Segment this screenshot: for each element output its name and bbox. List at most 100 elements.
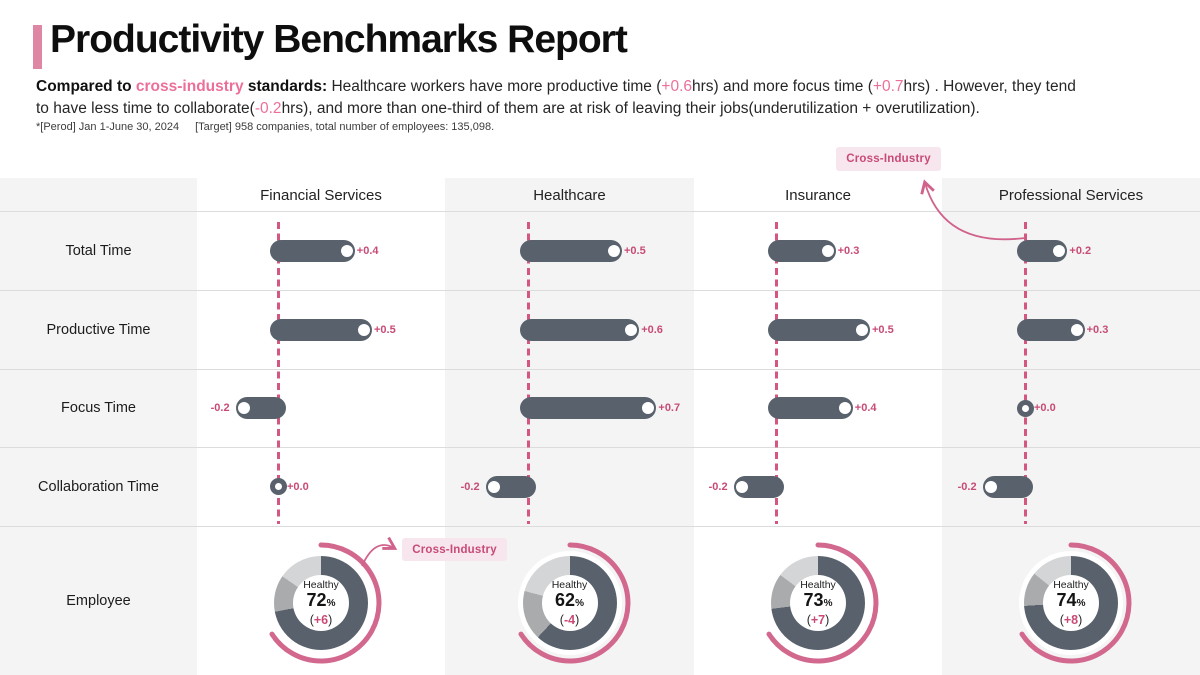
benchmark-value-label: +0.6 — [641, 323, 663, 336]
benchmark-pill — [485, 475, 536, 498]
donut-pct-unit: % — [823, 598, 833, 609]
benchmark-pill — [768, 318, 870, 341]
donut-pct-value: 74 — [1056, 590, 1077, 610]
subtitle-segment: hrs) . However, they tend — [903, 78, 1076, 95]
cross-industry-baseline-dash — [1023, 222, 1027, 524]
donut-diff-paren-open: ( — [559, 613, 564, 627]
footnote-target: [Target] 958 companies, total number of … — [195, 121, 495, 133]
benchmark-pill — [520, 318, 640, 341]
metric-row-label: Focus Time — [61, 400, 136, 416]
donut-healthy-label: Healthy — [303, 579, 339, 591]
row-label-column-band — [0, 178, 197, 675]
donut-diff-paren-open: ( — [309, 613, 314, 627]
benchmark-dot — [838, 402, 851, 414]
benchmark-dot — [984, 480, 997, 493]
donut-pct: 62% — [555, 591, 584, 613]
benchmark-pill — [768, 239, 836, 262]
donut-diff-paren-open: ( — [1059, 613, 1064, 627]
row-divider — [0, 447, 1200, 448]
donut-healthy-label: Healthy — [1053, 579, 1089, 591]
row-divider — [0, 290, 1200, 291]
benchmark-value-label: +0.0 — [1034, 402, 1056, 414]
subtitle-segment: hrs) and more focus time ( — [692, 78, 873, 95]
benchmark-value-label: +0.5 — [374, 323, 396, 336]
benchmark-pill — [982, 475, 1033, 498]
donut-healthy-label: Healthy — [551, 579, 588, 591]
donut-diff-paren-close: ) — [575, 613, 580, 627]
donut-pct-unit: % — [326, 598, 336, 609]
footnote-period: *[Perod] Jan 1-June 30, 2024 — [36, 121, 180, 133]
donut-center: Healthy 62% (-4) — [541, 575, 598, 631]
donut-diff-value: +6 — [313, 613, 329, 627]
donut-pct-value: 73 — [803, 590, 824, 610]
donut-benchmark-arc — [518, 542, 630, 664]
zero-benchmark-ring — [1016, 399, 1034, 417]
cross-industry-label-donut: Cross-Industry — [402, 538, 507, 561]
donut-benchmark-arc — [269, 542, 382, 664]
donut-center: Healthy 74% (+8) — [1043, 575, 1099, 631]
donut-center: Healthy 73% (+7) — [790, 575, 846, 631]
benchmark-dot — [487, 480, 500, 493]
benchmark-pill — [733, 475, 784, 498]
benchmark-pill — [270, 239, 355, 262]
subtitle-segment: +0.7 — [872, 78, 904, 95]
cross-industry-label-top: Cross-Industry — [836, 147, 941, 171]
donut-healthy-label: Healthy — [800, 579, 836, 591]
benchmark-value-label: +0.2 — [1069, 244, 1092, 257]
benchmark-value-label: +0.0 — [287, 480, 309, 493]
donut-diff: (-4) — [560, 613, 579, 627]
donut-pct-unit: % — [1076, 598, 1086, 609]
subtitle-segment: Healthcare workers have more productive … — [327, 78, 662, 95]
metric-row-label: Total Time — [65, 242, 132, 259]
employee-donut: Healthy 74% (+8) — [1009, 541, 1133, 665]
column-header: Healthcare — [533, 187, 606, 204]
cross-industry-baseline-dash — [774, 222, 778, 524]
benchmark-dot — [237, 402, 250, 414]
column-header: Professional Services — [998, 187, 1144, 204]
benchmark-value-label: +0.4 — [854, 402, 877, 414]
donut-pct: 74% — [1057, 591, 1086, 613]
benchmark-dot — [821, 244, 834, 257]
subtitle-segment: Compared to — [36, 78, 136, 95]
benchmark-value-label: +0.3 — [1086, 323, 1109, 336]
donut-pct: 72% — [307, 591, 336, 613]
benchmark-pill — [520, 397, 657, 419]
donut-pct: 73% — [804, 591, 833, 613]
benchmark-dot — [625, 323, 638, 336]
column-header: Insurance — [785, 187, 851, 204]
title-accent-bar — [33, 25, 42, 69]
donut-benchmark-arc — [766, 542, 879, 664]
benchmark-value-label: +0.5 — [624, 244, 646, 257]
subtitle-segment: cross-industry — [135, 78, 244, 95]
donut-diff-value: +7 — [810, 613, 826, 627]
subtitle-segment: -0.2 — [254, 99, 282, 117]
donut-diff-paren-close: ) — [825, 613, 830, 627]
benchmark-dot — [340, 244, 353, 257]
benchmark-value-label: -0.2 — [957, 480, 977, 493]
employee-donut: Healthy 73% (+7) — [756, 541, 880, 665]
benchmark-dot — [1070, 323, 1083, 336]
benchmark-dot — [856, 323, 868, 336]
metric-row-label: Collaboration Time — [38, 478, 159, 495]
benchmark-value-label: -0.2 — [210, 402, 230, 414]
donut-pct-value: 62 — [555, 590, 576, 610]
donut-pct-value: 72 — [306, 590, 327, 610]
donut-pct-unit: % — [575, 598, 584, 609]
donut-diff-paren-open: ( — [806, 613, 811, 627]
employee-donut: Healthy 62% (-4) — [508, 541, 632, 665]
donut-diff-value: +8 — [1063, 613, 1079, 627]
benchmark-value-label: +0.3 — [837, 244, 860, 257]
benchmark-pill — [1017, 318, 1085, 341]
benchmark-value-label: -0.2 — [460, 480, 480, 493]
column-header: Financial Services — [260, 187, 382, 204]
benchmark-dot — [358, 323, 370, 336]
benchmark-pill — [235, 397, 286, 419]
benchmark-dot — [735, 480, 748, 493]
donut-diff-value: -4 — [563, 613, 576, 627]
report-footnote: *[Perod] Jan 1-June 30, 2024 [Target] 958… — [36, 121, 510, 133]
metric-row-label: Productive Time — [46, 321, 151, 338]
benchmark-value-label: +0.5 — [872, 323, 894, 336]
benchmark-dot — [1053, 244, 1066, 257]
subtitle-segment: to have less time to collaborate( — [36, 99, 255, 117]
